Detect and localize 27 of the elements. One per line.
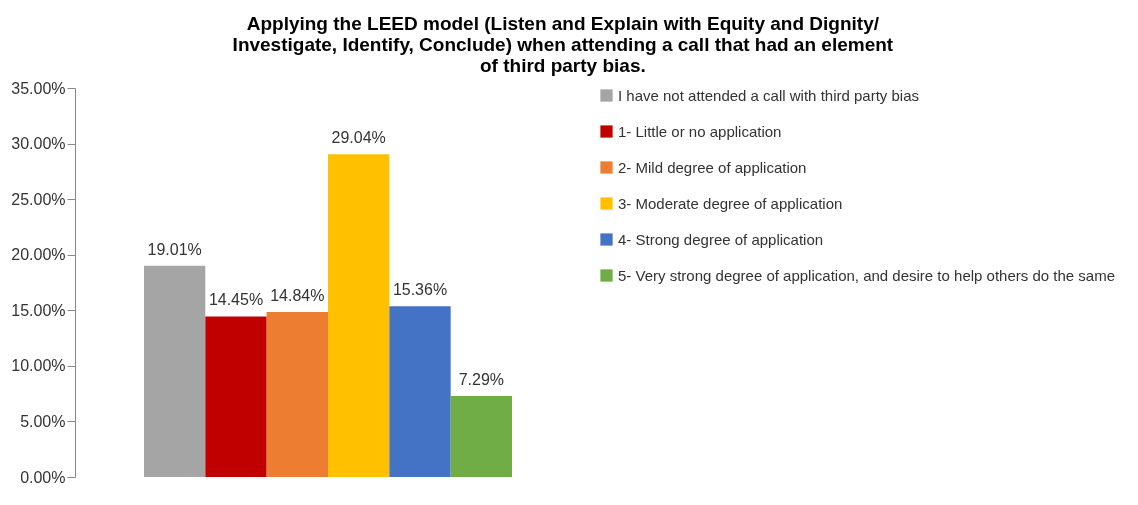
bar <box>205 316 267 477</box>
data-label: 19.01% <box>147 240 202 258</box>
bar <box>389 306 451 477</box>
data-label: 15.36% <box>392 281 448 299</box>
legend-label: 3- Moderate degree of application <box>618 194 843 212</box>
legend-label: 5- Very strong degree of application, and desire to help others do the same <box>618 266 1115 284</box>
data-label: 14.45% <box>208 291 264 309</box>
bar <box>450 395 512 477</box>
legend-label: 4- Strong degree of application <box>618 230 824 248</box>
y-tick-label: 10.00% <box>11 357 66 375</box>
bar <box>328 154 390 477</box>
y-tick-label: 25.00% <box>11 190 66 208</box>
legend-label: I have not attended a call with third party bias <box>618 86 920 104</box>
bar <box>266 312 328 477</box>
chart-title: Applying the LEED model (Listen and Explain with Equity and Dignity/ Investigate, Identify, Conclude) when attending a call that had an element of third party bias. <box>232 13 894 76</box>
y-tick-label: 20.00% <box>11 246 66 264</box>
y-tick-label: 35.00% <box>11 79 66 97</box>
legend-label: 1- Little or no application <box>618 122 782 140</box>
data-label: 14.84% <box>270 287 325 305</box>
bar <box>144 265 206 477</box>
data-label: 29.04% <box>331 129 386 147</box>
y-tick-label: 15.00% <box>11 301 66 319</box>
legend-label: 2- Mild degree of application <box>618 158 807 176</box>
y-tick-label: 0.00% <box>20 468 66 486</box>
data-label: 7.29% <box>458 370 505 388</box>
y-tick-label: 30.00% <box>11 135 66 153</box>
y-tick-label: 5.00% <box>20 412 66 430</box>
